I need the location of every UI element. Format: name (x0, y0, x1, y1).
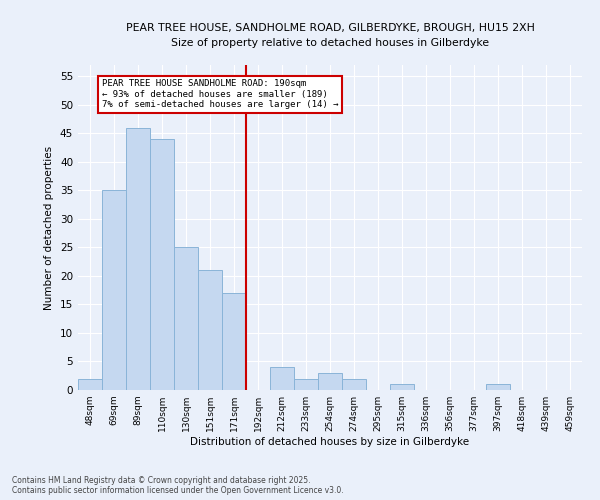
Bar (78, 378, 102, 390)
Bar (150, 139, 174, 390)
Bar (390, 384, 414, 390)
Bar (270, 367, 294, 390)
Text: PEAR TREE HOUSE SANDHOLME ROAD: 190sqm
← 93% of detached houses are smaller (189: PEAR TREE HOUSE SANDHOLME ROAD: 190sqm ←… (102, 80, 338, 109)
Text: PEAR TREE HOUSE, SANDHOLME ROAD, GILBERDYKE, BROUGH, HU15 2XH: PEAR TREE HOUSE, SANDHOLME ROAD, GILBERD… (125, 22, 535, 32)
Bar (174, 248, 198, 390)
Text: Size of property relative to detached houses in Gilberdyke: Size of property relative to detached ho… (171, 38, 489, 48)
Y-axis label: Number of detached properties: Number of detached properties (44, 146, 55, 310)
Text: Contains HM Land Registry data © Crown copyright and database right 2025.
Contai: Contains HM Land Registry data © Crown c… (12, 476, 344, 495)
Bar (126, 128, 150, 390)
Bar (342, 378, 366, 390)
Bar (318, 373, 342, 390)
Bar (222, 293, 246, 390)
X-axis label: Distribution of detached houses by size in Gilberdyke: Distribution of detached houses by size … (190, 437, 470, 447)
Bar (198, 270, 222, 390)
Bar (486, 384, 510, 390)
Bar (102, 190, 126, 390)
Bar (294, 378, 318, 390)
